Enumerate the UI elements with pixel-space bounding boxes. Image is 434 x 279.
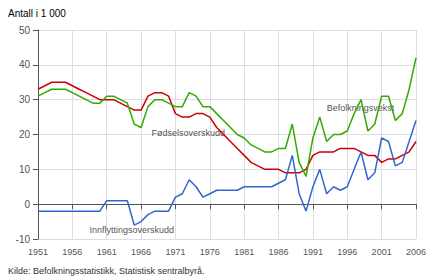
svg-text:1961: 1961 bbox=[97, 247, 117, 257]
svg-text:1991: 1991 bbox=[303, 247, 323, 257]
svg-text:1951: 1951 bbox=[28, 247, 48, 257]
svg-text:1956: 1956 bbox=[62, 247, 82, 257]
svg-text:40: 40 bbox=[19, 59, 31, 70]
svg-text:Innflyttingsoverskudd: Innflyttingsoverskudd bbox=[90, 225, 175, 235]
svg-text:1966: 1966 bbox=[131, 247, 151, 257]
svg-text:1996: 1996 bbox=[337, 247, 357, 257]
svg-text:Antall i 1 000: Antall i 1 000 bbox=[8, 8, 66, 19]
svg-text:50: 50 bbox=[19, 25, 31, 36]
svg-text:1971: 1971 bbox=[165, 247, 185, 257]
svg-text:Fødselsoverskudd: Fødselsoverskudd bbox=[151, 128, 225, 138]
svg-text:30: 30 bbox=[19, 94, 31, 105]
svg-text:Befolkningsvekst: Befolkningsvekst bbox=[327, 103, 395, 113]
svg-text:-10: -10 bbox=[16, 234, 31, 245]
svg-text:1981: 1981 bbox=[234, 247, 254, 257]
svg-text:2001: 2001 bbox=[372, 247, 392, 257]
svg-text:10: 10 bbox=[19, 164, 31, 175]
svg-text:Kilde: Befolkningsstatistikk,: Kilde: Befolkningsstatistikk, Statistisk… bbox=[8, 266, 205, 276]
svg-text:2006: 2006 bbox=[406, 247, 426, 257]
svg-text:20: 20 bbox=[19, 129, 31, 140]
svg-text:0: 0 bbox=[24, 199, 30, 210]
svg-text:1976: 1976 bbox=[200, 247, 220, 257]
svg-text:1986: 1986 bbox=[269, 247, 289, 257]
